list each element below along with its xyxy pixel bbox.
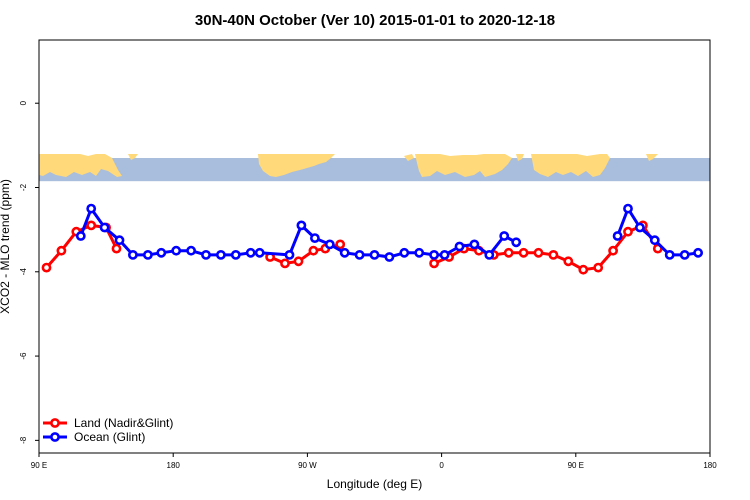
y-tick-label: -6	[19, 352, 28, 360]
series-0-point	[293, 256, 304, 267]
x-tick-label: 180	[703, 461, 717, 470]
series-1-point	[284, 249, 295, 260]
series-0-line	[433, 223, 660, 272]
series-1-point	[186, 245, 196, 256]
series-1-point	[399, 247, 410, 258]
land-north-africa-middle-east	[415, 154, 512, 177]
plot-frame	[38, 39, 711, 454]
series-1	[75, 203, 703, 262]
series-0-point	[608, 245, 618, 256]
series-0-point	[563, 256, 574, 267]
series-1-point	[142, 249, 153, 260]
x-tick-label: 90 E	[31, 461, 47, 470]
series-layer	[41, 203, 703, 275]
series-1-point	[664, 249, 675, 260]
x-tick-label: 90 W	[298, 461, 317, 470]
map-strip	[39, 154, 710, 182]
y-tick-label: -8	[19, 436, 28, 444]
series-1-point	[635, 222, 645, 233]
series-0-point	[593, 262, 604, 273]
x-tick-label: 0	[439, 461, 444, 470]
series-1-point	[99, 222, 110, 233]
y-axis: 0 -2 -4 -6 -8	[19, 100, 39, 444]
land-asia-east	[39, 154, 122, 177]
series-1-point	[354, 249, 365, 260]
land-asia-east-repeat	[531, 154, 610, 177]
series-1-point	[499, 231, 510, 241]
land-iberia	[404, 154, 414, 161]
series-1-line	[79, 207, 517, 259]
series-1-point	[75, 231, 86, 241]
series-0-point	[335, 239, 346, 250]
series-1-point	[127, 249, 138, 260]
series-0-point	[578, 264, 589, 275]
y-tick-label: -2	[19, 183, 28, 191]
y-tick-label: 0	[19, 100, 28, 105]
legend-label: Land (Nadir&Glint)	[74, 416, 173, 430]
x-tick-label: 90 E	[568, 461, 584, 470]
series-1-point	[114, 235, 125, 246]
series-1-point	[429, 249, 439, 260]
series-1-point	[369, 249, 380, 260]
land-persian-region	[516, 154, 524, 161]
land-north-america	[258, 154, 335, 177]
series-1-point	[679, 249, 690, 260]
series-1-point	[254, 247, 265, 258]
x-axis: 90 E 180 90 W 0 90 E 180	[31, 453, 717, 470]
series-0-point	[518, 247, 529, 258]
series-1-point	[511, 237, 522, 248]
y-tick-label: -4	[19, 268, 28, 276]
series-1-point	[414, 247, 425, 258]
series-0-point	[503, 247, 514, 258]
series-1-point	[484, 249, 495, 260]
series-1-point	[201, 249, 211, 260]
series-0-point	[308, 245, 319, 256]
chart-title: 30N-40N October (Ver 10) 2015-01-01 to 2…	[195, 12, 555, 29]
series-0	[41, 220, 663, 275]
series-0-point	[533, 247, 544, 258]
series-0-point	[548, 249, 559, 260]
legend-marker	[50, 432, 60, 442]
series-1-point	[215, 249, 226, 260]
series-0-point	[623, 226, 633, 237]
series-0-point	[280, 258, 290, 269]
series-1-point	[693, 247, 703, 258]
series-1-point	[339, 247, 350, 258]
series-1-point	[296, 220, 307, 231]
land-japan-repeat	[646, 154, 658, 161]
legend-label: Ocean (Glint)	[74, 430, 145, 444]
land-japan	[128, 154, 138, 160]
series-1-point	[245, 247, 256, 258]
y-axis-label: XCO2 - MLO trend (ppm)	[0, 179, 12, 314]
x-tick-label: 180	[167, 461, 181, 470]
series-0-point	[41, 262, 52, 273]
x-axis-label: Longitude (deg E)	[327, 477, 422, 491]
series-1-point	[230, 249, 241, 260]
legend-marker	[50, 418, 60, 428]
series-1-point	[469, 239, 480, 250]
series-0-point	[429, 258, 439, 269]
series-0-point	[56, 245, 67, 256]
series-1-point	[384, 252, 395, 262]
series-1-point	[156, 247, 167, 258]
series-1-point	[623, 203, 633, 214]
legend: Land (Nadir&Glint)Ocean (Glint)	[43, 416, 173, 444]
series-1-point	[439, 249, 450, 260]
series-1-point	[649, 235, 660, 246]
series-1-point	[171, 245, 182, 256]
series-0-point	[111, 243, 122, 254]
map-strip-land	[39, 154, 658, 177]
series-1-point	[324, 239, 335, 250]
series-1-point	[86, 203, 97, 214]
map-strip-ocean	[39, 158, 710, 182]
series-1-point	[612, 231, 623, 241]
series-0-point	[86, 220, 97, 231]
series-1-point	[309, 233, 320, 243]
series-1-point	[454, 241, 465, 252]
